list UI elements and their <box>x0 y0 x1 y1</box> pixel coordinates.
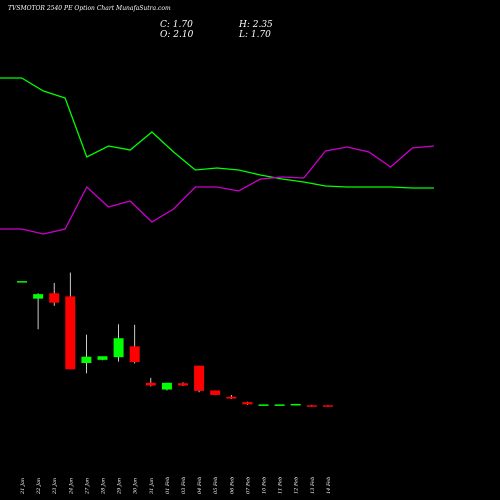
x-tick-label: 29 Jan <box>117 478 123 495</box>
candle-body <box>194 365 205 391</box>
candle-body <box>306 405 317 407</box>
x-axis-ticks: 21 Jan 22 Jan 23 Jan 24 Jan 27 Jan 28 Jan 29 J… <box>20 477 332 495</box>
candle-29-jan <box>113 324 124 362</box>
candle-10-feb <box>258 404 269 406</box>
candle-27-jan <box>81 334 92 374</box>
candle-body <box>113 338 124 358</box>
x-tick-label: 07 Feb <box>245 477 251 494</box>
candle-body <box>33 294 44 299</box>
x-tick-label: 03 Feb <box>181 477 187 494</box>
x-tick-label: 06 Feb <box>229 477 235 494</box>
x-tick-label: 05 Feb <box>213 477 219 494</box>
open-value: O: 2.10 <box>160 30 194 40</box>
candle-body <box>97 356 108 360</box>
candle-body <box>17 281 27 283</box>
candle-body <box>258 404 269 406</box>
candle-body <box>290 403 301 406</box>
candle-06-feb <box>226 394 237 399</box>
candle-07-feb <box>242 401 253 405</box>
candle-14-feb <box>322 405 333 407</box>
x-tick-label: 23 Jan <box>52 478 58 495</box>
candle-31-jan <box>145 377 156 387</box>
x-tick-label: 28 Jan <box>101 478 107 495</box>
candle-23-jan <box>49 282 60 306</box>
x-tick-label: 12 Feb <box>294 477 300 494</box>
x-tick-label: 30 Jan <box>133 478 139 494</box>
x-tick-label: 31 Jan <box>149 478 155 494</box>
low-value: L: 1.70 <box>239 30 271 40</box>
candle-body <box>242 402 253 405</box>
candle-body <box>178 383 188 386</box>
indicator-line-magenta <box>0 145 435 235</box>
x-tick-label: 21 Jan <box>20 478 26 495</box>
indicator-lines <box>0 77 435 235</box>
candle-22-jan <box>33 293 44 330</box>
candle-28-jan <box>97 356 108 361</box>
candle-11-feb <box>274 404 285 406</box>
candle-24-jan <box>65 272 76 370</box>
candle-body <box>145 382 156 386</box>
x-tick-label: 27 Jan <box>84 478 90 495</box>
candles <box>17 272 333 407</box>
candle-03-feb <box>178 382 188 386</box>
candle-05-feb <box>210 390 221 395</box>
x-tick-label: 01 Feb <box>165 477 171 494</box>
candle-body <box>129 346 140 363</box>
x-tick-label: 10 Feb <box>262 477 268 494</box>
candle-12-feb <box>290 403 301 406</box>
candle-13-feb <box>306 404 317 407</box>
x-tick-label: 22 Jan <box>36 478 42 495</box>
candle-21-jan <box>17 281 27 283</box>
candle-body <box>274 404 285 406</box>
chart-title: TVSMOTOR 2540 PE Option Chart MunafaSutr… <box>8 5 171 12</box>
x-tick-label: 04 Feb <box>197 477 203 494</box>
candle-body <box>49 293 60 303</box>
indicator-line-green <box>0 77 434 189</box>
candle-04-feb <box>194 365 205 393</box>
x-tick-label: 11 Feb <box>278 477 284 494</box>
candle-body <box>226 396 237 399</box>
high-value: H: 2.35 <box>239 20 273 30</box>
x-tick-label: 14 Feb <box>326 477 332 494</box>
x-tick-label: 24 Jan <box>68 478 74 495</box>
close-value: C: 1.70 <box>160 20 193 30</box>
x-tick-label: 13 Feb <box>310 477 316 494</box>
candle-body <box>81 356 92 363</box>
candle-body <box>65 296 76 370</box>
candle-30-jan <box>129 324 140 364</box>
candle-body <box>161 382 172 390</box>
candle-body <box>322 405 333 407</box>
candle-01-feb <box>161 382 172 391</box>
candle-body <box>210 390 221 395</box>
